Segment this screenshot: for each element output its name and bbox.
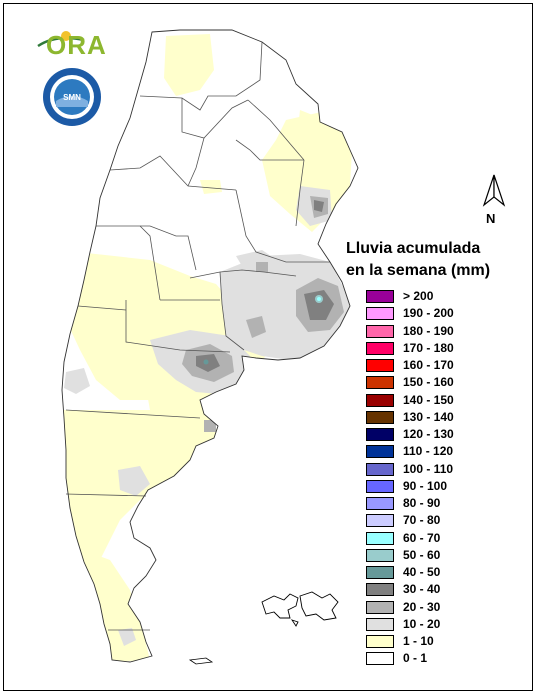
legend-label: 170 - 180 (403, 340, 454, 355)
malvinas-islands (261, 591, 339, 627)
legend-swatch (366, 617, 394, 631)
legend-swatch (366, 583, 394, 597)
legend-swatch (366, 324, 394, 338)
legend-swatch (366, 479, 394, 493)
legend-swatch (366, 376, 394, 390)
legend-swatch (366, 393, 394, 407)
legend-label: 140 - 150 (403, 392, 454, 407)
legend-label: 180 - 190 (403, 323, 454, 338)
legend-swatch (366, 290, 394, 303)
legend-label: 160 - 170 (403, 358, 454, 372)
ora-logo: ORA (36, 30, 107, 60)
legend-label: 130 - 140 (403, 409, 454, 424)
legend-swatch (366, 341, 394, 355)
smn-seal-icon: SMN (43, 68, 101, 126)
svg-text:SMN: SMN (63, 93, 81, 102)
legend-label: 0 - 1 (403, 651, 428, 666)
rainfall-contours (62, 34, 352, 662)
legend-label: 90 - 100 (403, 478, 448, 493)
legend-label: 20 - 30 (403, 599, 441, 614)
legend-swatch (366, 307, 394, 321)
legend-swatch (366, 600, 394, 614)
legend-label: 60 - 70 (403, 530, 441, 545)
legend-label: 50 - 60 (403, 547, 441, 562)
legend-swatch (366, 514, 394, 528)
legend-swatch (366, 462, 394, 476)
north-arrow-icon (482, 174, 506, 207)
legend-title-line1: Lluvia acumulada (346, 240, 481, 257)
legend-swatch (366, 531, 394, 545)
legend-label: 150 - 160 (403, 375, 454, 390)
legend-swatch (366, 566, 394, 579)
legend-swatch (366, 410, 394, 424)
ora-swoosh-icon (37, 31, 85, 48)
legend-label: 40 - 50 (403, 565, 441, 579)
legend-label: 10 - 20 (403, 616, 441, 631)
legend-label: 110 - 120 (403, 444, 454, 459)
legend-swatch (366, 548, 394, 562)
isla-de-los-estados (188, 657, 214, 665)
legend-label: 70 - 80 (403, 513, 441, 528)
province-borders (65, 41, 330, 631)
legend-swatch (366, 359, 394, 372)
legend-swatch (366, 652, 394, 666)
legend-title: Lluvia acumulada en la semana (mm) (346, 238, 490, 282)
legend-label: 120 - 130 (403, 427, 454, 441)
legend-label: 190 - 200 (403, 306, 454, 321)
legend-swatch (366, 428, 394, 441)
ora-logo-text: ORA (46, 30, 107, 60)
legend-label: > 200 (403, 289, 434, 303)
legend-swatch (366, 635, 394, 648)
legend-swatch (366, 497, 394, 510)
north-label: N (486, 211, 496, 226)
legend-label: 30 - 40 (403, 582, 441, 597)
legend-title-line2: en la semana (mm) (346, 262, 491, 279)
legend-label: 100 - 110 (403, 461, 454, 476)
argentina-outline (61, 29, 359, 663)
legend-label: 80 - 90 (403, 496, 441, 510)
legend-swatch (366, 445, 394, 459)
legend-label: 1 - 10 (403, 634, 434, 648)
